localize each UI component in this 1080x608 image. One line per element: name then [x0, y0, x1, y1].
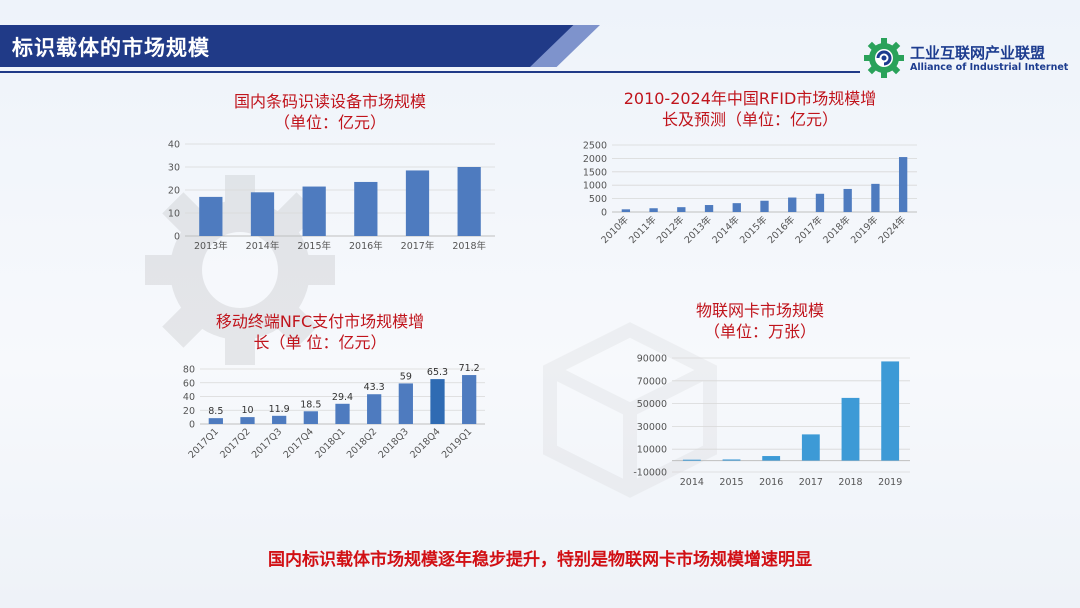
x-tick-label: 2015	[719, 477, 743, 488]
chart2-title-line2: 长及预测（单位：亿元）	[661, 110, 838, 129]
bar	[682, 459, 701, 461]
logo-name-cn: 工业互联网产业联盟	[910, 44, 1046, 62]
y-tick-label: 40	[183, 392, 195, 403]
chart3-title-line2: 长（单 位：亿元）	[253, 333, 387, 352]
data-label: 59	[400, 371, 412, 382]
bar	[430, 379, 445, 424]
data-label: 29.4	[332, 392, 353, 403]
bar	[457, 167, 481, 236]
bar	[732, 203, 741, 212]
bar	[240, 417, 255, 424]
title-banner	[0, 25, 575, 67]
chart3-title-line1: 移动终端NFC支付市场规模增	[215, 312, 425, 331]
chart1-title: 国内条码识读设备市场规模 （单位：亿元）	[160, 91, 500, 133]
chart2-title-line1: 2010-2024年中国RFID市场规模增	[623, 89, 877, 108]
data-label: 43.3	[364, 382, 385, 393]
bar	[208, 418, 223, 424]
data-label: 65.3	[427, 367, 448, 378]
chart2-title: 2010-2024年中国RFID市场规模增 长及预测（单位：亿元）	[580, 88, 920, 130]
bar	[621, 209, 631, 212]
x-tick-label: 2014年	[246, 240, 280, 252]
bar	[649, 208, 658, 212]
bar	[881, 361, 900, 461]
y-tick-label: 50000	[637, 399, 667, 410]
y-tick-label: 80	[183, 365, 195, 376]
y-tick-label: 2500	[583, 141, 607, 152]
x-tick-label: 2016	[759, 477, 783, 488]
y-tick-label: 20	[183, 406, 195, 417]
bar	[871, 183, 880, 212]
bar	[815, 193, 825, 212]
bar	[250, 192, 275, 236]
chart3-title: 移动终端NFC支付市场规模增 长（单 位：亿元）	[170, 311, 470, 353]
bar	[677, 207, 686, 212]
x-tick-label: 2017	[799, 477, 823, 488]
bar	[199, 196, 223, 236]
conclusion-text: 国内标识载体市场规模逐年稳步提升，特别是物联网卡市场规模增速明显	[268, 550, 812, 570]
bar	[704, 205, 714, 212]
chart1-title-line1: 国内条码识读设备市场规模	[233, 92, 426, 111]
bar	[354, 181, 378, 236]
data-label: 11.9	[269, 404, 290, 415]
y-tick-label: 30	[168, 163, 180, 174]
y-tick-label: 10	[168, 209, 180, 220]
x-tick-label: 2016年	[349, 240, 383, 252]
x-tick-label: 2019	[878, 477, 902, 488]
bar	[722, 459, 741, 461]
y-tick-label: 1000	[583, 181, 607, 192]
y-tick-label: 1500	[583, 167, 607, 178]
x-tick-label: 2017年	[401, 240, 435, 252]
chart4-title-line1: 物联网卡市场规模	[695, 301, 824, 320]
bar	[760, 200, 769, 212]
x-tick-label: 2014	[680, 477, 704, 488]
y-tick-label: 500	[589, 194, 607, 205]
bar	[302, 186, 326, 236]
y-tick-label: 2000	[583, 154, 607, 165]
y-tick-label: 90000	[637, 354, 667, 365]
x-tick-label: 2018年	[452, 240, 486, 252]
y-tick-label: 40	[168, 140, 180, 151]
data-label: 18.5	[300, 399, 321, 410]
data-label: 10	[241, 405, 253, 416]
bar	[788, 197, 797, 212]
chart1-title-line2: （单位：亿元）	[273, 113, 386, 132]
bar	[335, 403, 350, 424]
bar	[843, 188, 852, 212]
alliance-logo: 工业互联网产业联盟 Alliance of Industrial Interne…	[862, 36, 1080, 80]
chart4-title: 物联网卡市场规模 （单位：万张）	[640, 300, 880, 342]
bar	[367, 394, 382, 424]
y-tick-label: 10000	[637, 445, 667, 456]
data-label: 71.2	[459, 363, 480, 374]
bar	[405, 170, 430, 236]
y-tick-label: 0	[174, 232, 180, 243]
y-tick-label: -10000	[633, 468, 667, 479]
y-tick-label: 0	[189, 420, 195, 431]
logo-name-en: Alliance of Industrial Internet	[910, 62, 1069, 73]
y-tick-label: 60	[183, 378, 195, 389]
y-tick-label: 30000	[637, 422, 667, 433]
bar	[272, 415, 287, 424]
y-tick-label: 0	[601, 208, 607, 219]
gear-logo-icon	[864, 38, 904, 78]
page-title: 标识载体的市场规模	[12, 36, 210, 60]
bar	[462, 375, 477, 424]
data-label: 8.5	[208, 406, 223, 417]
bar	[841, 397, 860, 461]
x-tick-label: 2018	[838, 477, 862, 488]
chart4-title-line2: （单位：万张）	[703, 322, 816, 341]
y-tick-label: 70000	[637, 376, 667, 387]
x-tick-label: 2015年	[297, 240, 331, 252]
bar	[898, 157, 908, 212]
bar	[398, 383, 413, 424]
x-tick-label: 2013年	[194, 240, 228, 252]
bar	[801, 434, 820, 461]
header-divider	[0, 71, 860, 73]
bar	[762, 456, 781, 461]
y-tick-label: 20	[168, 186, 180, 197]
bar	[303, 411, 318, 424]
